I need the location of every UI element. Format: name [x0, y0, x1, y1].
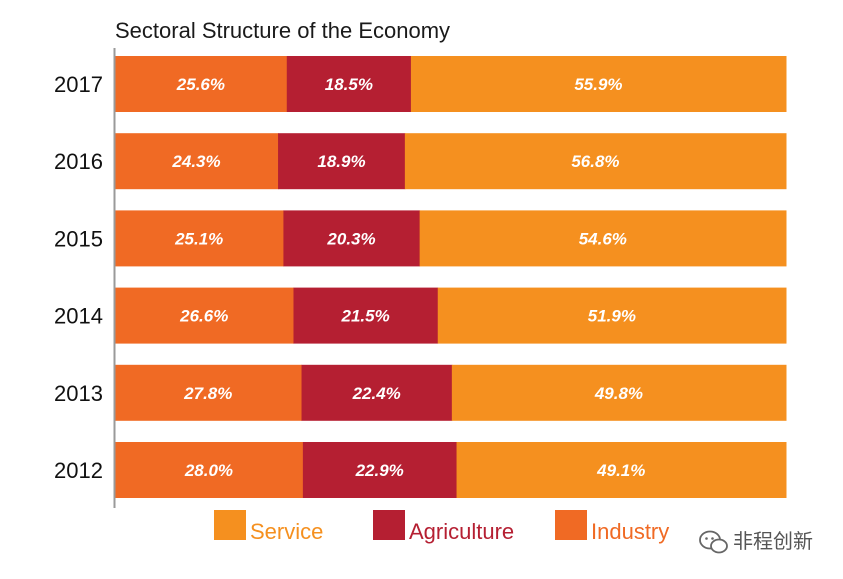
data-label-agriculture: 22.4% — [352, 384, 401, 403]
bar-segment-agriculture — [293, 287, 439, 344]
data-label-industry: 25.6% — [176, 75, 225, 94]
data-label-agriculture: 18.5% — [325, 75, 373, 94]
data-label-service: 49.1% — [596, 461, 645, 480]
data-label-service: 51.9% — [588, 307, 636, 326]
bar-segment-service — [451, 364, 787, 421]
data-label-service: 55.9% — [574, 75, 622, 94]
bar-segment-industry — [115, 133, 279, 190]
legend-swatch-industry — [555, 510, 587, 540]
data-label-service: 49.8% — [594, 384, 643, 403]
bar-segment-service — [456, 442, 787, 498]
legend-swatch-service — [214, 510, 246, 540]
data-label-industry: 24.3% — [171, 152, 220, 171]
wechat-icon — [699, 530, 728, 554]
bar-segment-agriculture — [286, 56, 412, 112]
data-label-industry: 28.0% — [184, 461, 233, 480]
data-label-agriculture: 18.9% — [317, 152, 365, 171]
bar-segment-agriculture — [283, 210, 421, 267]
bars-group: 2017 25.6% 18.5% 55.9% 2016 24.3% 18.9% 56.8% 20… — [54, 56, 787, 498]
bar-segment-industry — [115, 442, 304, 498]
y-tick-label: 2016 — [54, 149, 103, 174]
legend-swatch-agriculture — [373, 510, 405, 540]
watermark-text: 非程创新 — [733, 530, 813, 553]
y-tick-label: 2014 — [54, 304, 103, 329]
bar-segment-service — [419, 210, 787, 267]
legend-label-industry: Industry — [591, 519, 669, 544]
chart-title: Sectoral Structure of the Economy — [115, 18, 450, 43]
bar-segment-industry — [115, 210, 284, 267]
bar-segment-agriculture — [302, 442, 458, 498]
bar-segment-service — [404, 133, 787, 190]
data-label-industry: 26.6% — [179, 307, 228, 326]
bar-segment-industry — [115, 56, 288, 112]
data-label-agriculture: 20.3% — [326, 229, 375, 248]
y-tick-label: 2012 — [54, 458, 103, 483]
y-tick-label: 2017 — [54, 72, 103, 97]
bar-segment-agriculture — [301, 364, 453, 421]
data-label-industry: 25.1% — [174, 229, 223, 248]
bar-segment-industry — [115, 364, 303, 421]
data-label-agriculture: 21.5% — [341, 307, 390, 326]
y-tick-label: 2015 — [54, 226, 103, 251]
bar-segment-service — [437, 287, 787, 344]
legend: Service Agriculture Industry — [214, 510, 669, 544]
bar-segment-service — [410, 56, 787, 112]
data-label-service: 56.8% — [571, 152, 619, 171]
legend-label-agriculture: Agriculture — [409, 519, 514, 544]
legend-label-service: Service — [250, 519, 323, 544]
data-label-agriculture: 22.9% — [355, 461, 404, 480]
bar-segment-industry — [115, 287, 294, 344]
watermark: 非程创新 — [699, 530, 813, 554]
data-label-service: 54.6% — [579, 229, 627, 248]
data-label-industry: 27.8% — [183, 384, 232, 403]
bar-segment-agriculture — [278, 133, 406, 190]
y-tick-label: 2013 — [54, 381, 103, 406]
